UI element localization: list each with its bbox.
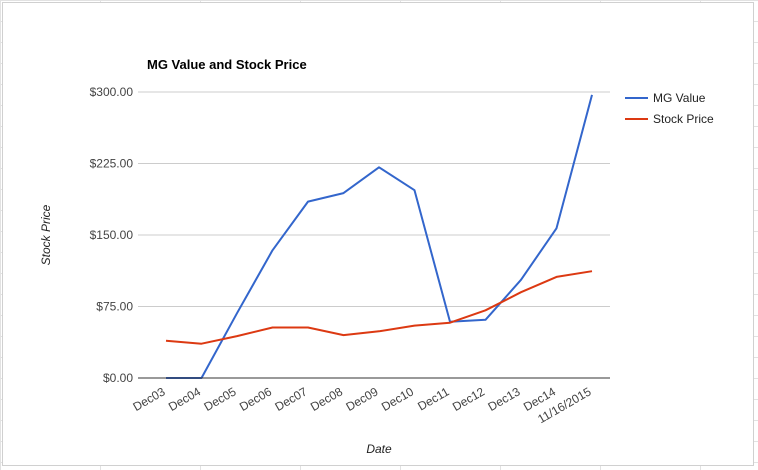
chart-title: MG Value and Stock Price [147, 57, 307, 72]
x-tick-label: Dec08 [308, 384, 345, 414]
x-tick-label: Dec10 [379, 384, 416, 414]
chart-card[interactable] [2, 2, 754, 466]
x-tick-label: Dec09 [343, 384, 380, 414]
series-line-mg-value[interactable] [166, 94, 593, 379]
y-axis-ticks: $0.00 $75.00 $150.00 $225.00 $300.00 [90, 85, 134, 385]
series-lines [165, 94, 593, 379]
x-tick-label: Dec11 [415, 384, 452, 413]
y-tick-label: $150.00 [90, 228, 134, 242]
y-axis-title: Stock Price [39, 204, 53, 265]
legend-label: Stock Price [653, 112, 714, 126]
x-tick-label: Dec05 [201, 384, 238, 414]
x-tick-label: Dec13 [485, 384, 522, 414]
x-tick-label: Dec07 [272, 384, 309, 414]
gridlines [138, 91, 610, 307]
y-tick-label: $300.00 [90, 85, 134, 99]
x-axis-title: Date [366, 442, 392, 456]
x-tick-label: Dec06 [237, 384, 274, 414]
x-tick-label: Dec04 [166, 384, 203, 414]
x-tick-label: Dec03 [130, 384, 167, 414]
series-line-stock-price[interactable] [165, 270, 593, 345]
x-tick-label: Dec12 [450, 384, 487, 414]
y-tick-label: $225.00 [90, 157, 134, 171]
legend-label: MG Value [653, 91, 706, 105]
legend[interactable]: MG Value Stock Price [625, 91, 714, 126]
y-tick-label: $75.00 [96, 300, 133, 314]
y-tick-label: $0.00 [103, 371, 133, 385]
x-axis-ticks: Dec03Dec04Dec05Dec06Dec07Dec08Dec09Dec10… [130, 384, 593, 426]
